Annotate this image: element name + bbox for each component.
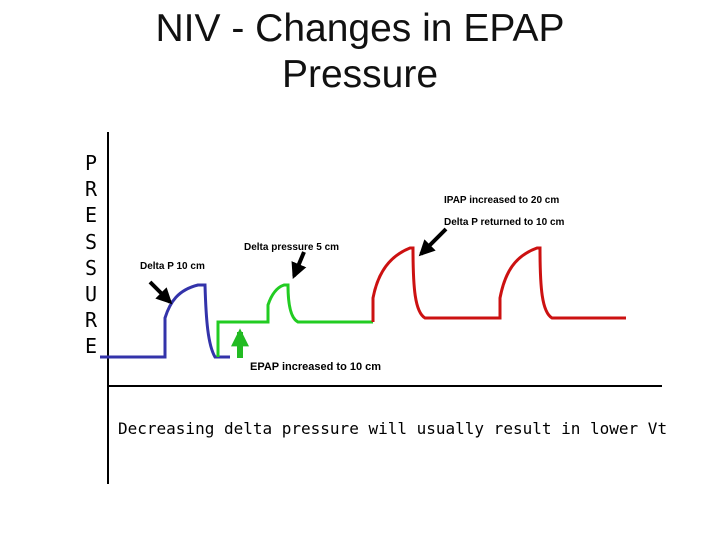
y-axis-letter: E [84,203,98,228]
delta-p-returned-label: Delta P returned to 10 cm [444,217,565,228]
y-axis-label: P R E S S U R E [80,150,102,360]
y-axis-letter: S [84,255,98,280]
y-axis-letter: R [84,177,98,202]
title-line-1: NIV - Changes in EPAP [155,7,565,50]
y-axis-letter: R [84,308,98,333]
y-axis-letter: S [84,229,98,254]
y-axis-letter: E [84,334,98,359]
delta-p-10-arrow-icon [148,280,173,305]
raised-ipap-breath-waveform [371,246,626,322]
slide-title: NIV - Changes in EPAP Pressure [90,6,630,98]
ipap-increased-arrow-icon [418,227,448,257]
delta-pressure-5-arrow-icon [291,251,307,279]
reduced-delta-breath-waveform [216,283,373,357]
baseline-breath-waveform [100,283,230,359]
ipap-increased-label: IPAP increased to 20 cm [444,195,559,206]
y-axis-letter: P [84,151,98,175]
delta-p-10-label: Delta P 10 cm [140,261,205,272]
footer-note: Decreasing delta pressure will usually r… [118,419,668,438]
epap-increased-label: EPAP increased to 10 cm [250,361,381,373]
delta-pressure-5-label: Delta pressure 5 cm [244,242,339,253]
y-axis-letter: U [84,282,98,307]
title-line-2: Pressure [281,53,439,96]
